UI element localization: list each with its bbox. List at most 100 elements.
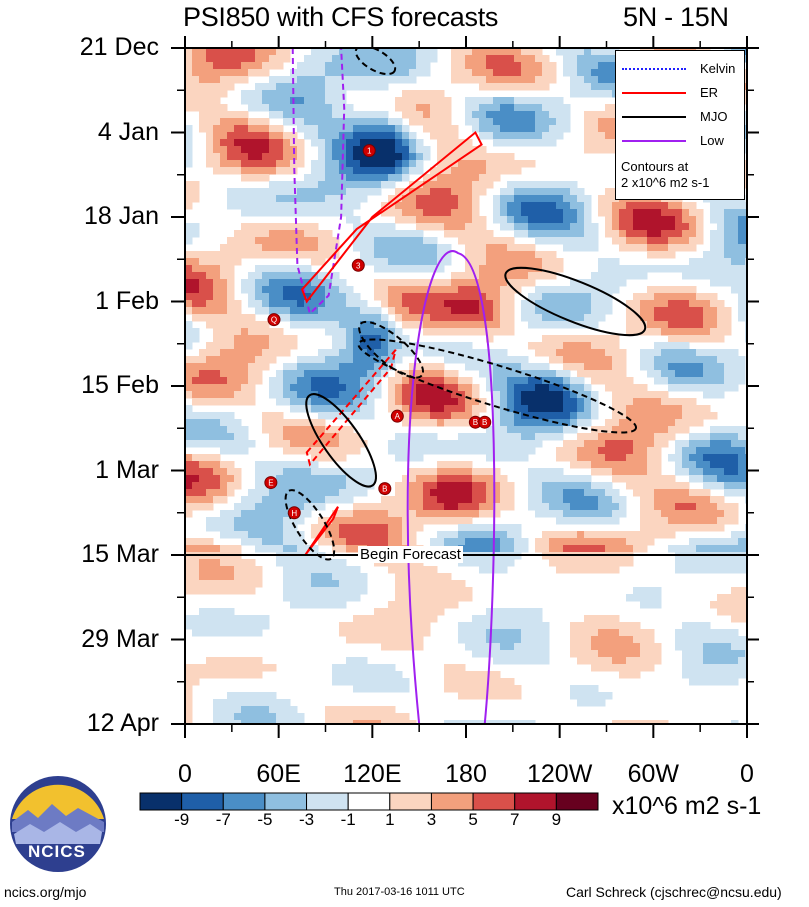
field-cell [283,496,291,504]
field-cell [255,174,263,182]
field-cell [395,244,403,252]
field-cell [668,265,676,273]
field-cell [640,461,648,469]
field-cell [283,279,291,287]
field-cell [185,699,193,707]
field-cell [619,657,627,665]
field-cell [241,538,249,546]
field-cell [206,132,214,140]
field-cell [591,272,599,280]
field-cell [339,496,347,504]
field-cell [283,545,291,553]
field-cell [584,83,592,91]
field-cell [430,510,438,518]
field-cell [577,447,585,455]
field-cell [276,412,284,420]
field-cell [325,720,333,724]
field-cell [493,244,501,252]
field-cell [290,566,298,574]
field-cell [304,545,312,553]
field-cell [423,209,431,217]
field-cell [458,55,466,63]
field-cell [234,384,242,392]
field-cell [423,475,431,483]
field-cell [185,132,193,140]
field-cell [696,559,704,567]
field-cell [577,286,585,294]
field-cell [416,237,424,245]
field-cell [241,671,249,679]
field-cell [374,132,382,140]
field-cell [661,251,669,259]
field-cell [535,615,543,623]
field-cell [612,230,620,238]
field-cell [185,363,193,371]
field-cell [437,111,445,119]
field-cell [318,601,326,609]
field-cell [199,314,207,322]
field-cell [689,349,697,357]
field-cell [584,139,592,147]
field-cell [507,132,515,140]
field-cell [199,538,207,546]
field-cell [486,559,494,567]
field-cell [570,538,578,546]
field-cell [689,454,697,462]
field-cell [220,90,228,98]
field-cell [423,97,431,105]
field-cell [423,62,431,70]
field-cell [514,356,522,364]
field-cell [213,566,221,574]
field-cell [570,517,578,525]
field-cell [381,349,389,357]
field-cell [220,349,228,357]
field-cell [339,545,347,553]
field-cell [381,118,389,126]
field-cell [542,496,550,504]
field-cell [262,139,270,147]
field-cell [248,440,256,448]
field-cell [654,209,662,217]
field-cell [514,272,522,280]
field-cell [563,118,571,126]
field-cell [430,300,438,308]
field-cell [353,447,361,455]
field-cell [689,300,697,308]
field-cell [640,538,648,546]
field-cell [640,405,648,413]
field-cell [395,629,403,637]
field-cell [255,545,263,553]
field-cell [640,594,648,602]
field-cell [304,405,312,413]
field-cell [675,412,683,420]
field-cell [605,76,613,84]
field-cell [570,636,578,644]
field-cell [185,426,193,434]
field-cell [262,489,270,497]
field-cell [472,643,480,651]
field-cell [598,510,606,518]
field-cell [535,195,543,203]
field-cell [304,559,312,567]
field-cell [332,349,340,357]
field-cell [388,265,396,273]
field-cell [332,391,340,399]
field-cell [570,629,578,637]
field-cell [584,69,592,77]
field-cell [493,272,501,280]
field-cell [402,608,410,616]
field-cell [486,468,494,476]
field-cell [612,440,620,448]
field-cell [465,216,473,224]
field-cell [514,608,522,616]
field-cell [465,146,473,154]
field-cell [388,510,396,518]
field-cell [500,300,508,308]
field-cell [535,398,543,406]
field-cell [409,237,417,245]
field-cell [325,489,333,497]
field-cell [528,447,536,455]
field-cell [444,447,452,455]
field-cell [339,601,347,609]
field-cell [633,643,641,651]
